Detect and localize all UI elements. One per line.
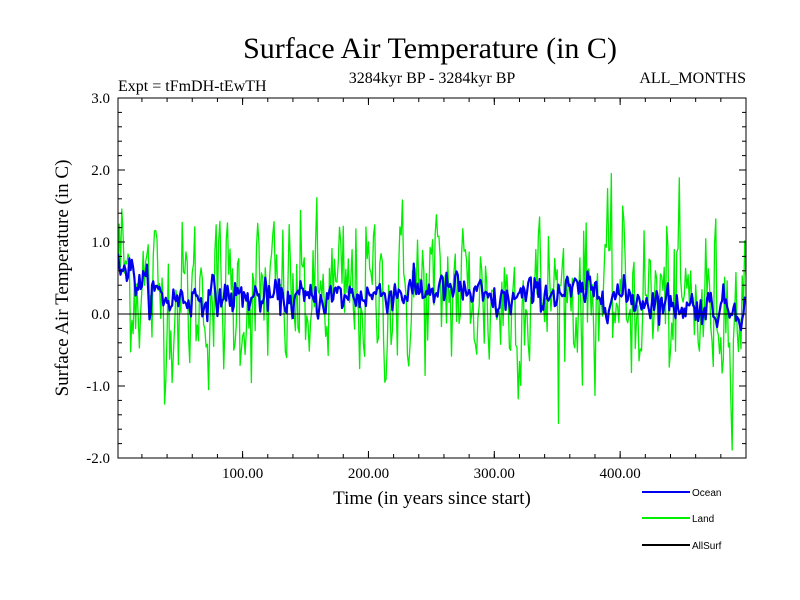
y-tick-label: 2.0 [91, 163, 110, 179]
subtitle-right: ALL_MONTHS [639, 70, 746, 87]
legend-label-land: Land [692, 514, 714, 525]
legend-label-ocean: Ocean [692, 488, 721, 499]
y-tick-label: 3.0 [91, 91, 110, 107]
subtitle-center: 3284kyr BP - 3284kyr BP [349, 70, 516, 87]
series-line-land [118, 172, 746, 451]
y-axis-label: Surface Air Temperature (in C) [52, 160, 73, 397]
x-tick-label: 100.00 [222, 466, 263, 482]
legend: Ocean Land AllSurf [642, 488, 722, 552]
ticks-layer: -2.0 -1.0 0.0 1.0 2.0 3.0 100.00 200.00 300.00 40… [86, 91, 747, 482]
subtitle-left: Expt = tFmDH-tEwTH [118, 78, 267, 95]
plot-frame [117, 97, 747, 459]
chart-title: Surface Air Temperature (in C) [243, 32, 617, 65]
x-tick-label: 400.00 [600, 466, 641, 482]
y-tick-label: -2.0 [86, 451, 110, 467]
y-tick-label: -1.0 [86, 379, 110, 395]
x-axis-label: Time (in years since start) [333, 488, 531, 509]
x-tick-label: 200.00 [348, 466, 389, 482]
y-tick-label: 0.0 [91, 307, 110, 323]
x-tick-label: 300.00 [474, 466, 515, 482]
series-line-ocean [118, 253, 746, 332]
series-layer [118, 172, 746, 451]
legend-label-allsurf: AllSurf [692, 541, 722, 552]
y-tick-label: 1.0 [91, 235, 110, 251]
